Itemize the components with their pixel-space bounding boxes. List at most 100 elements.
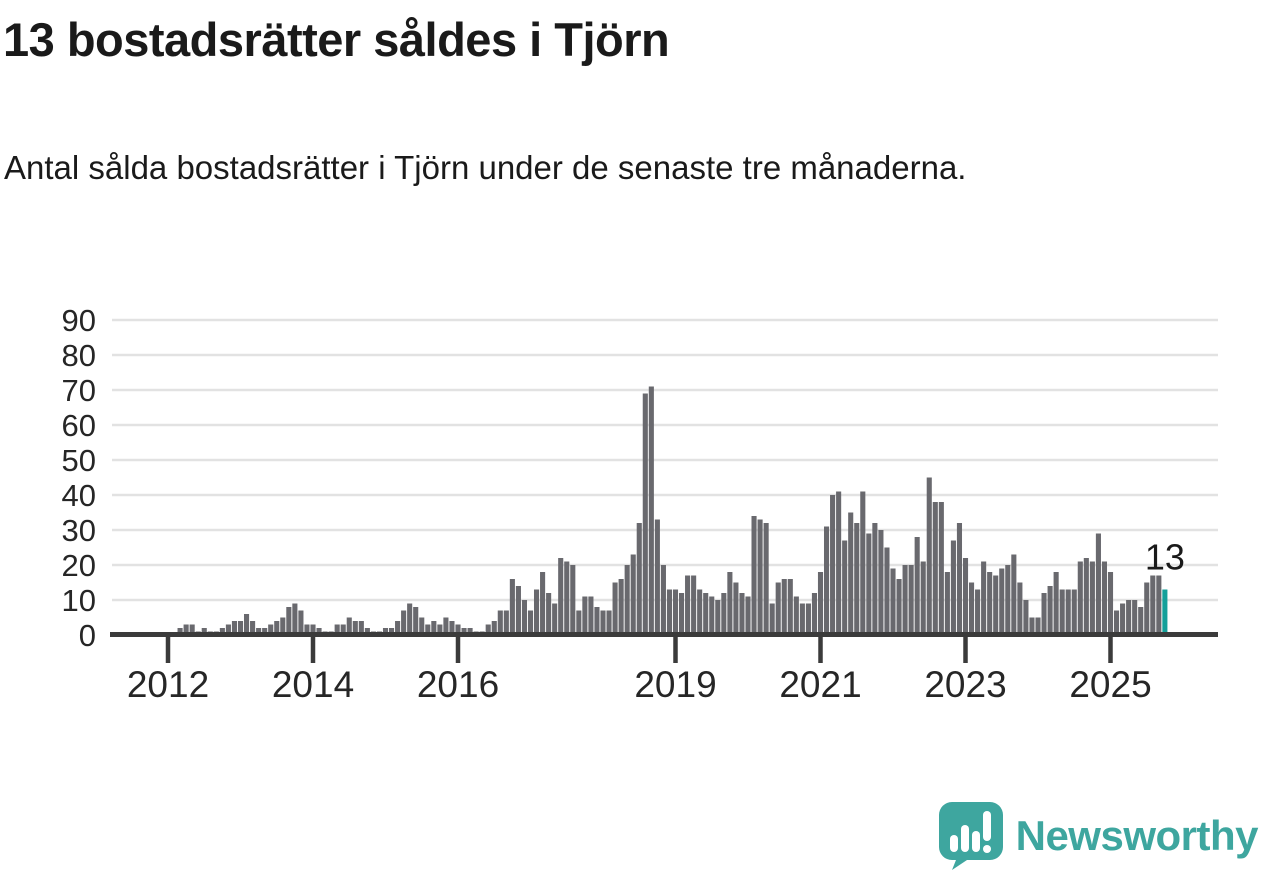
bar: [908, 565, 914, 635]
bar: [455, 624, 461, 635]
bar: [787, 579, 793, 635]
bar: [316, 628, 322, 635]
bar: [1132, 600, 1138, 635]
bar: [1144, 582, 1150, 635]
bar: [1065, 589, 1071, 635]
bar: [721, 593, 727, 635]
bar: [425, 624, 431, 635]
bar: [588, 596, 594, 635]
bar: [503, 610, 509, 635]
bar: [715, 600, 721, 635]
bar: [600, 610, 606, 635]
bar: [1113, 610, 1120, 635]
bar: [401, 610, 407, 635]
bar: [340, 624, 346, 635]
bar: [388, 628, 395, 635]
bar: [987, 572, 993, 635]
bar: [860, 491, 866, 635]
bar: [491, 621, 497, 635]
bar: [407, 603, 413, 635]
bar: [237, 621, 244, 635]
bar: [1126, 600, 1132, 635]
chart-subtitle: Antal sålda bostadsrätter i Tjörn under …: [4, 149, 967, 186]
bar: [938, 502, 944, 635]
bar: [890, 568, 896, 635]
bar: [932, 502, 938, 635]
newsworthy-logo-icon: [938, 802, 1003, 870]
bar: [527, 610, 534, 635]
highlighted-bar: [1162, 589, 1168, 635]
bar: [678, 593, 685, 635]
bar: [515, 586, 521, 635]
bar: [830, 495, 836, 635]
bar: [1156, 575, 1162, 635]
bar: [1005, 565, 1011, 635]
bar: [775, 582, 781, 635]
bar: [999, 568, 1005, 635]
bar: [757, 519, 763, 635]
bar: [431, 621, 437, 635]
bar: [268, 624, 274, 635]
bar: [848, 512, 854, 635]
y-axis-tick-label: 70: [62, 373, 96, 408]
bar: [823, 526, 830, 635]
bar: [685, 575, 691, 635]
bar: [642, 393, 648, 635]
bar: [866, 533, 872, 635]
x-axis-tick-label: 2019: [634, 664, 716, 705]
bar: [304, 624, 310, 635]
bar: [1120, 603, 1126, 635]
bar: [666, 589, 673, 635]
bar: [231, 621, 238, 635]
bar: [697, 589, 703, 635]
bar: [292, 603, 298, 635]
bar: [884, 547, 890, 635]
bar: [1077, 561, 1083, 635]
bar: [854, 523, 860, 635]
bar: [836, 491, 842, 635]
bar: [636, 523, 642, 635]
bar: [968, 582, 975, 635]
bar: [540, 572, 546, 635]
bar: [546, 593, 552, 635]
y-axis-tick-label: 60: [62, 408, 96, 443]
bar: [262, 628, 268, 635]
bar: [727, 572, 733, 635]
bar: [842, 540, 848, 635]
bar: [660, 565, 666, 635]
bar: [274, 621, 280, 635]
bar: [286, 607, 292, 635]
bar: [703, 593, 709, 635]
bar: [243, 614, 250, 635]
bar: [1011, 554, 1017, 635]
bar: [1138, 607, 1144, 635]
bar: [461, 628, 467, 635]
bar: [419, 617, 425, 635]
bar: [691, 575, 697, 635]
bar: [672, 589, 679, 635]
bar: [250, 621, 256, 635]
bar: [606, 610, 612, 635]
bar: [902, 565, 908, 635]
bar: [817, 572, 824, 635]
x-axis-tick-label: 2014: [272, 664, 354, 705]
bar: [201, 628, 207, 635]
bar: [225, 624, 231, 635]
bar: [739, 593, 745, 635]
bar: [449, 621, 455, 635]
bar: [926, 477, 932, 635]
bar: [570, 565, 576, 635]
bar: [564, 561, 570, 635]
bar: [533, 589, 540, 635]
newsworthy-logo: Newsworthy: [938, 801, 1259, 871]
bar: [189, 624, 195, 635]
bar: [975, 589, 981, 635]
bar: [1095, 533, 1101, 635]
bar: [745, 596, 751, 635]
bar: [364, 628, 370, 635]
bar: [1029, 617, 1035, 635]
bar: [443, 617, 449, 635]
bar: [1017, 582, 1023, 635]
x-axis-tick-label: 2016: [417, 664, 499, 705]
